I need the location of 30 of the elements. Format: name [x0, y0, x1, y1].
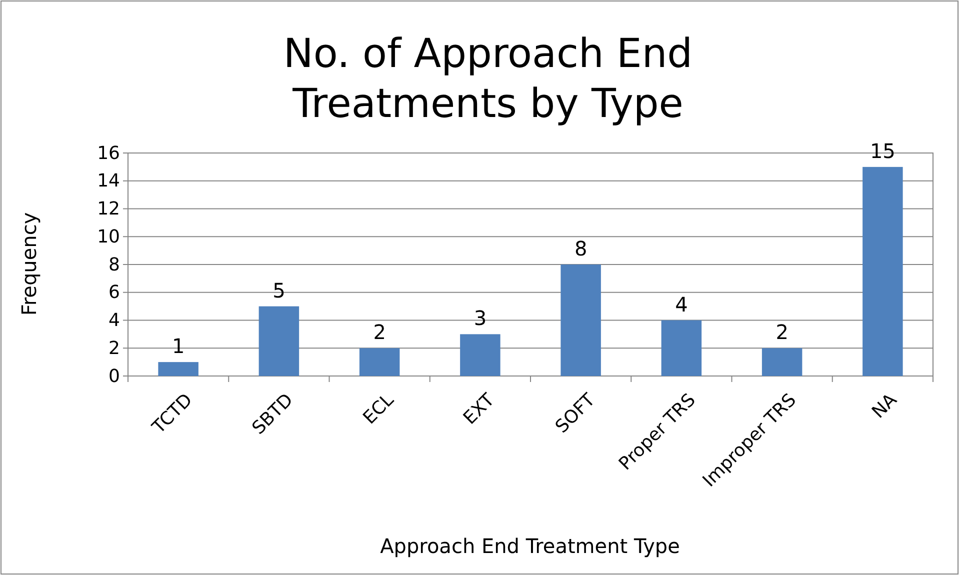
bar [460, 334, 500, 376]
data-label: 3 [474, 306, 487, 330]
y-tick-label: 0 [108, 366, 120, 387]
y-tick-label: 2 [108, 338, 120, 359]
data-label: 5 [272, 278, 286, 302]
bar [661, 320, 702, 376]
bar [762, 348, 802, 376]
y-tick-label: 12 [97, 198, 120, 220]
data-label: 15 [870, 138, 896, 163]
x-tick-label: NA [868, 389, 902, 423]
data-label: 1 [172, 334, 185, 358]
bar [158, 362, 198, 376]
data-label: 8 [574, 236, 588, 260]
y-tick-label: 14 [97, 170, 120, 192]
bar [258, 306, 300, 376]
bar [560, 264, 601, 376]
x-axis-title: Approach End Treatment Type [380, 534, 680, 558]
y-tick-label: 10 [97, 226, 120, 248]
y-tick-label: 4 [108, 310, 120, 332]
y-axis-title: Frequency [17, 212, 41, 316]
bar [862, 166, 903, 376]
bar [359, 348, 400, 376]
data-label: 4 [675, 292, 688, 316]
y-tick-label: 16 [97, 142, 120, 164]
y-tick-label: 6 [108, 282, 120, 304]
data-label: 2 [373, 320, 386, 344]
y-tick-label: 8 [108, 254, 120, 276]
data-label: 2 [776, 320, 788, 344]
x-tick-label: ECL [359, 390, 398, 428]
chart-title: No. of Approach End Treatments by Type [283, 31, 693, 127]
